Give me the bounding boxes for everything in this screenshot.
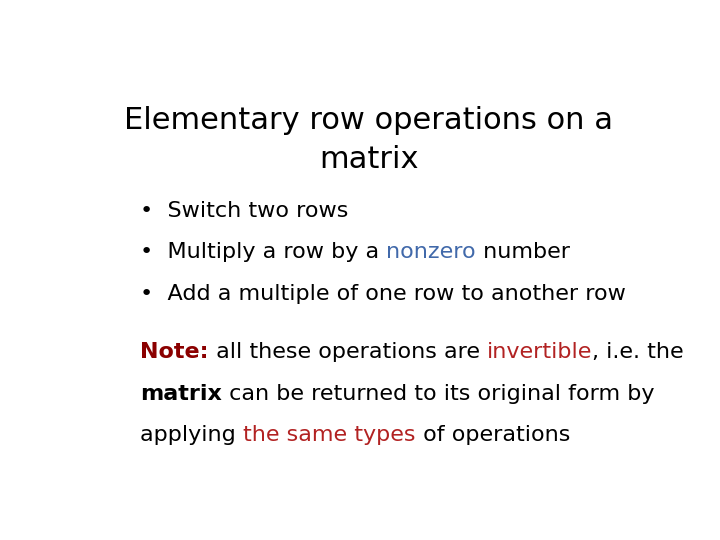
Text: nonzero: nonzero [387, 242, 476, 262]
Text: number: number [476, 242, 570, 262]
Text: the same types: the same types [243, 425, 415, 445]
Text: all these operations are: all these operations are [209, 342, 487, 362]
Text: matrix: matrix [140, 383, 222, 403]
Text: •  Multiply a row by a: • Multiply a row by a [140, 242, 387, 262]
Text: Elementary row operations on a
matrix: Elementary row operations on a matrix [125, 106, 613, 173]
Text: of operations: of operations [415, 425, 570, 445]
Text: can be returned to its original form by: can be returned to its original form by [222, 383, 654, 403]
Text: applying: applying [140, 425, 243, 445]
Text: •  Add a multiple of one row to another row: • Add a multiple of one row to another r… [140, 284, 626, 303]
Text: Note:: Note: [140, 342, 209, 362]
Text: , i.e. the: , i.e. the [593, 342, 684, 362]
Text: •  Switch two rows: • Switch two rows [140, 200, 348, 220]
Text: invertible: invertible [487, 342, 593, 362]
